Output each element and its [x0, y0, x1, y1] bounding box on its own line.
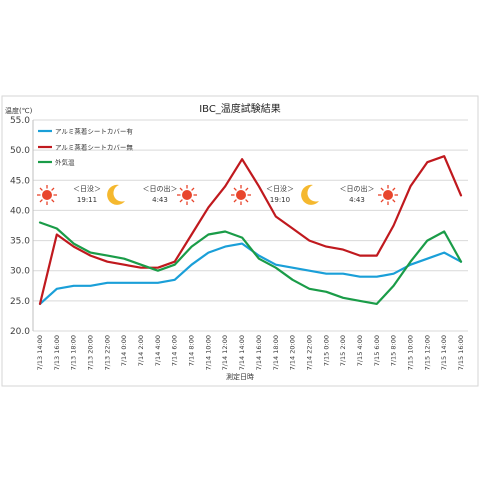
y-axis-ticks: 20.0 25.0 30.0 35.0 40.0 45.0 50.0 55.0 [10, 116, 30, 337]
sun-icon [37, 185, 57, 205]
sunset-annotation-2: ＜日没＞ 19:10 [231, 184, 319, 205]
sunrise-annotation-1: ＜日の出＞ 4:43 [143, 184, 197, 205]
sunset-time-2: 19:10 [270, 196, 290, 204]
x-tick-label: 7/15 16:00 [457, 335, 465, 370]
y-tick-label: 30.0 [10, 267, 30, 277]
x-tick-label: 7/13 22:00 [103, 335, 111, 370]
x-tick-label: 7/15 10:00 [406, 335, 414, 370]
x-tick-label: 7/14 12:00 [221, 335, 229, 370]
sunset-annotation-1: ＜日没＞ 19:11 [37, 184, 125, 205]
legend-label-no-cover: アルミ蒸着シートカバー無 [55, 143, 133, 152]
y-axis-title: 温度(℃) [5, 106, 33, 115]
x-tick-label: 7/14 16:00 [255, 335, 263, 370]
y-tick-label: 25.0 [10, 297, 30, 307]
x-tick-label: 7/14 6:00 [171, 335, 179, 366]
x-axis-title: 測定日時 [226, 372, 254, 381]
sunrise-annotation-2: ＜日の出＞ 4:43 [340, 184, 398, 205]
y-tick-label: 45.0 [10, 176, 30, 186]
x-axis-ticks: 7/13 14:00 7/13 16:00 7/13 18:00 7/13 20:00… [36, 335, 465, 370]
sun-icon [378, 185, 398, 205]
x-tick-label: 7/14 4:00 [154, 335, 162, 366]
x-tick-label: 7/15 4:00 [356, 335, 364, 366]
series-line-1 [38, 155, 463, 305]
x-tick-label: 7/14 20:00 [289, 335, 297, 370]
x-tick-label: 7/15 12:00 [423, 335, 431, 370]
x-tick-label: 7/14 8:00 [188, 335, 196, 366]
y-tick-label: 40.0 [10, 206, 30, 216]
sunset-time-1: 19:11 [77, 196, 97, 204]
x-tick-label: 7/15 2:00 [339, 335, 347, 366]
x-tick-label: 7/14 2:00 [137, 335, 145, 366]
y-tick-label: 20.0 [10, 327, 30, 337]
sunrise-time-2: 4:43 [349, 196, 365, 204]
x-tick-label: 7/13 16:00 [53, 335, 61, 370]
x-tick-label: 7/14 22:00 [305, 335, 313, 370]
x-tick-label: 7/15 0:00 [322, 335, 330, 366]
sun-icon [177, 185, 197, 205]
y-tick-label: 35.0 [10, 237, 30, 247]
x-tick-label: 7/15 8:00 [390, 335, 398, 366]
sunset-label-1: ＜日没＞ [73, 184, 101, 193]
x-tick-label: 7/14 10:00 [204, 335, 212, 370]
y-tick-label: 55.0 [10, 116, 30, 126]
legend-label-outside: 外気温 [55, 158, 75, 167]
x-tick-label: 7/15 14:00 [440, 335, 448, 370]
legend-label-cover: アルミ蒸着シートカバー有 [55, 127, 133, 136]
x-tick-label: 7/14 0:00 [120, 335, 128, 366]
sun-icon [231, 185, 251, 205]
sunrise-label-2: ＜日の出＞ [340, 184, 375, 193]
chart-title: IBC_温度試験結果 [199, 102, 281, 115]
x-tick-label: 7/15 6:00 [373, 335, 381, 366]
series-line-2 [38, 221, 463, 305]
sunrise-time-1: 4:43 [152, 196, 168, 204]
y-tick-label: 50.0 [10, 146, 30, 156]
x-tick-label: 7/13 20:00 [87, 335, 95, 370]
moon-icon [107, 184, 125, 205]
x-tick-label: 7/14 18:00 [272, 335, 280, 370]
legend: アルミ蒸着シートカバー有 アルミ蒸着シートカバー無 外気温 [38, 127, 133, 167]
sunrise-label-1: ＜日の出＞ [143, 184, 178, 193]
x-tick-label: 7/14 14:00 [238, 335, 246, 370]
grid [32, 119, 468, 332]
x-tick-label: 7/13 18:00 [70, 335, 78, 370]
moon-icon [301, 184, 319, 205]
x-tick-label: 7/13 14:00 [36, 335, 44, 370]
sunset-label-2: ＜日没＞ [266, 184, 294, 193]
series-lines [38, 155, 463, 305]
